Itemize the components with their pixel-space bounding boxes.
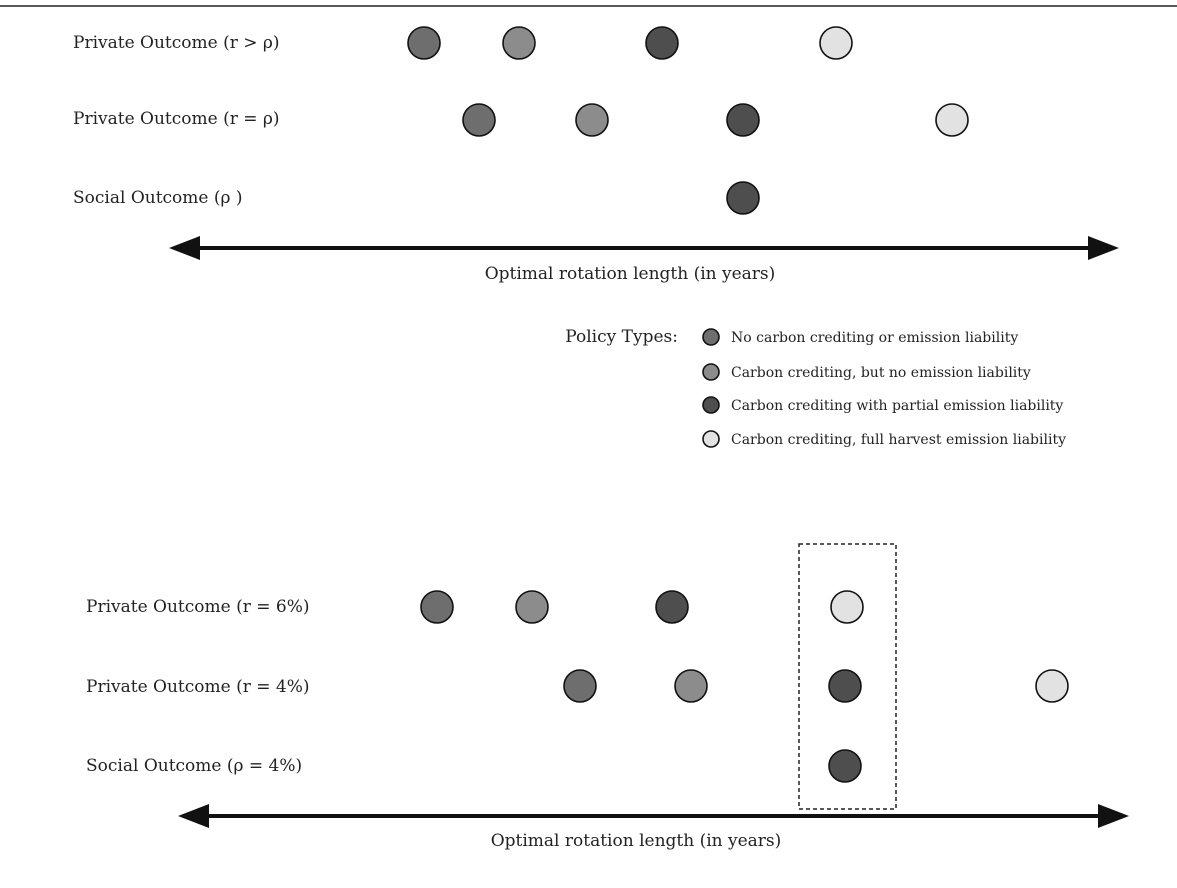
legend-item-partial: Carbon crediting with partial emission l… bbox=[731, 398, 1063, 414]
dot-full-liability bbox=[1035, 669, 1069, 703]
row-label-private-r-gt-rho: Private Outcome (r > ρ) bbox=[73, 33, 280, 53]
axis-label-top: Optimal rotation length (in years) bbox=[485, 264, 776, 284]
arrow-right-icon bbox=[1088, 236, 1119, 260]
dot-no-crediting bbox=[407, 26, 441, 60]
legend: Policy Types: No carbon crediting or emi… bbox=[565, 327, 1066, 448]
legend-swatch-none bbox=[702, 328, 720, 346]
dot-full-liability bbox=[830, 590, 864, 624]
dot-partial-liability bbox=[726, 103, 760, 137]
legend-swatch-partial bbox=[702, 396, 720, 414]
row-label-social-rho: Social Outcome (ρ ) bbox=[73, 188, 243, 208]
dot-partial-liability bbox=[828, 669, 862, 703]
dot-partial-liability bbox=[726, 181, 760, 215]
legend-title: Policy Types: bbox=[565, 327, 678, 347]
dot-full-liability bbox=[819, 26, 853, 60]
row-label-private-r-eq-rho: Private Outcome (r = ρ) bbox=[73, 109, 280, 129]
dot-crediting-no-liability bbox=[502, 26, 536, 60]
legend-item-none: No carbon crediting or emission liabilit… bbox=[731, 330, 1018, 346]
dot-partial-liability bbox=[645, 26, 679, 60]
legend-swatch-crediting bbox=[702, 363, 720, 381]
dot-no-crediting bbox=[563, 669, 597, 703]
panel-bottom: Private Outcome (r = 6%) Private Outcome… bbox=[86, 543, 1129, 851]
legend-item-crediting: Carbon crediting, but no emission liabil… bbox=[731, 365, 1031, 381]
panel-bottom-row-3-dots bbox=[828, 749, 862, 783]
row-label-social-4pct: Social Outcome (ρ = 4%) bbox=[86, 756, 302, 776]
row-label-private-4pct: Private Outcome (r = 4%) bbox=[86, 677, 310, 697]
row-label-private-6pct: Private Outcome (r = 6%) bbox=[86, 597, 310, 617]
dot-full-liability bbox=[935, 103, 969, 137]
axis-arrow-bottom bbox=[178, 804, 1129, 828]
dot-no-crediting bbox=[420, 590, 454, 624]
arrow-left-icon bbox=[178, 804, 209, 828]
panel-top-row-1-dots bbox=[407, 26, 853, 60]
dot-partial-liability bbox=[655, 590, 689, 624]
panel-bottom-row-1-dots bbox=[420, 590, 864, 624]
dot-no-crediting bbox=[462, 103, 496, 137]
dot-crediting-no-liability bbox=[674, 669, 708, 703]
dot-partial-liability bbox=[828, 749, 862, 783]
arrow-right-icon bbox=[1098, 804, 1129, 828]
axis-label-bottom: Optimal rotation length (in years) bbox=[491, 831, 782, 851]
panel-top-row-3-dots bbox=[726, 181, 760, 215]
axis-arrow-top bbox=[169, 236, 1119, 260]
legend-item-full: Carbon crediting, full harvest emission … bbox=[731, 432, 1066, 448]
panel-top: Private Outcome (r > ρ) Private Outcome … bbox=[73, 26, 1119, 284]
dot-crediting-no-liability bbox=[515, 590, 549, 624]
panel-bottom-row-2-dots bbox=[563, 669, 1069, 703]
dot-crediting-no-liability bbox=[575, 103, 609, 137]
highlight-box bbox=[798, 543, 897, 810]
arrow-left-icon bbox=[169, 236, 200, 260]
legend-swatch-full bbox=[702, 430, 720, 448]
panel-top-row-2-dots bbox=[462, 103, 969, 137]
